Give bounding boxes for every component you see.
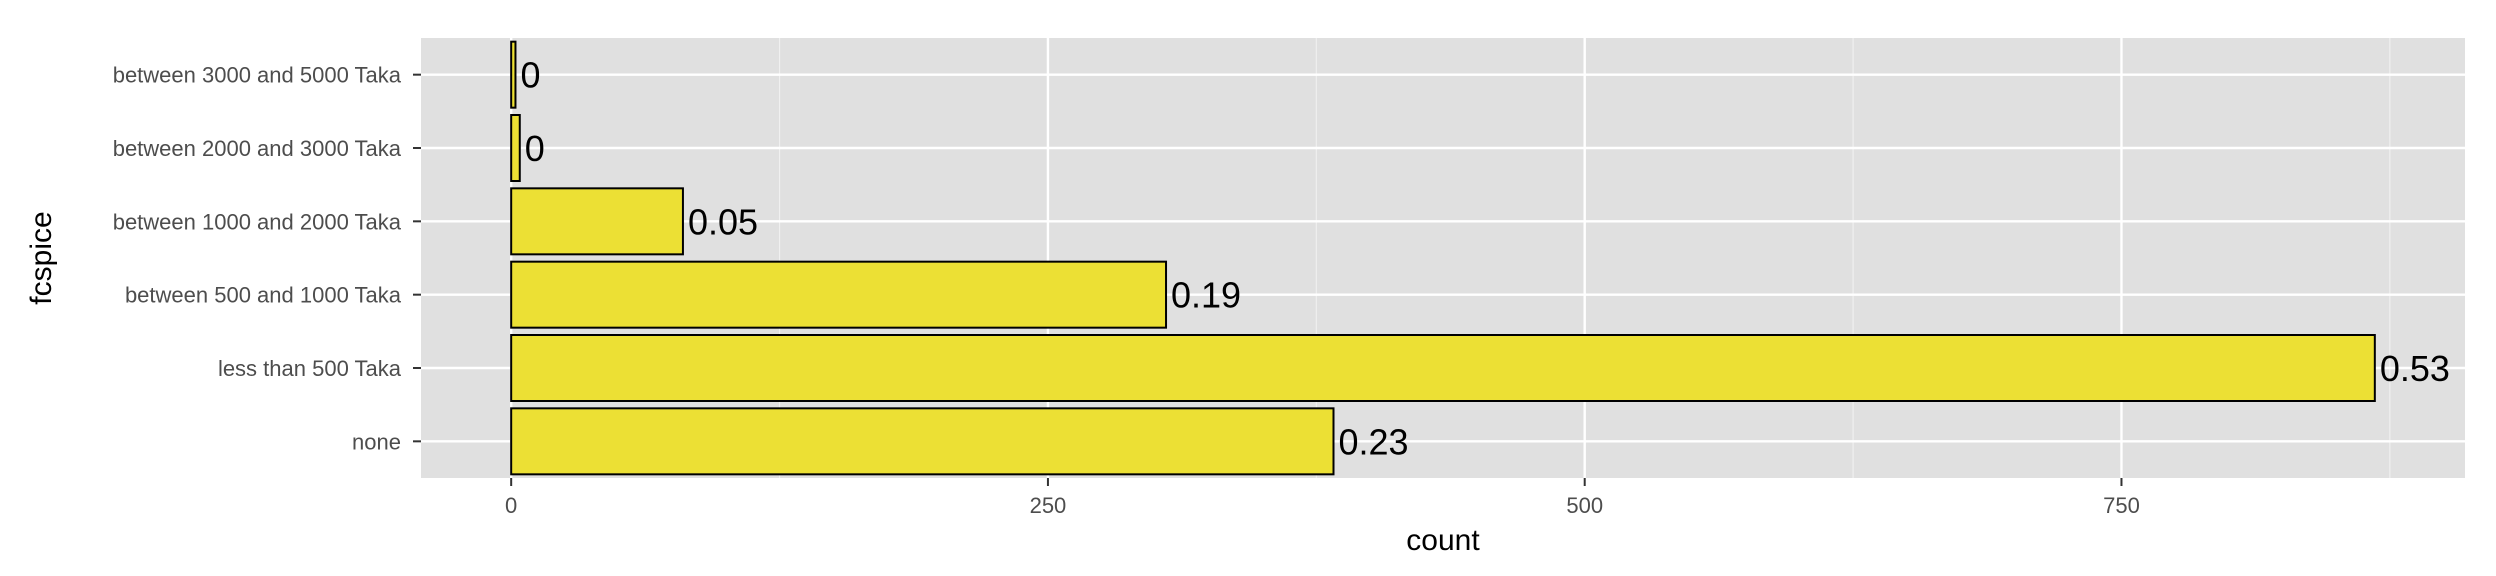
bar <box>510 40 517 109</box>
bar-labels-group: 0.23 0.53 0.19 0.05 0 0 <box>520 55 2449 463</box>
bar-value-label: 0.05 <box>688 201 758 242</box>
y-tick-label: between 1000 and 2000 Taka <box>113 209 402 234</box>
y-tick-label: between 2000 and 3000 Taka <box>113 136 402 161</box>
bar-value-label: 0 <box>520 55 540 96</box>
bar-value-label: 0.19 <box>1171 275 1241 316</box>
plot-panel <box>421 38 2465 478</box>
y-axis: none less than 500 Taka between 500 and 10… <box>113 63 421 454</box>
bar-value-label: 0.23 <box>1339 421 1409 462</box>
x-tick-label: 500 <box>1566 493 1603 518</box>
bar-value-label: 0.53 <box>2380 348 2450 389</box>
x-tick-label: 750 <box>2103 493 2140 518</box>
x-axis-title: count <box>1406 524 1480 557</box>
y-tick-label: none <box>352 429 401 454</box>
x-tick-label: 250 <box>1030 493 1067 518</box>
bar-value-label: 0 <box>525 128 545 169</box>
x-tick-label: 0 <box>505 493 517 518</box>
bar <box>510 187 684 256</box>
bar <box>510 260 1168 329</box>
y-axis-title: fcspice <box>25 211 58 304</box>
y-tick-label: between 500 and 1000 Taka <box>125 283 402 308</box>
bar <box>510 114 521 182</box>
bars-group <box>510 40 2376 476</box>
minor-gridlines <box>778 38 2391 478</box>
bar <box>510 407 1335 476</box>
y-tick-label: between 3000 and 5000 Taka <box>113 63 402 88</box>
x-axis: 0 250 500 750 <box>505 478 2140 518</box>
y-tick-label: less than 500 Taka <box>218 356 402 381</box>
bar <box>510 334 2376 402</box>
